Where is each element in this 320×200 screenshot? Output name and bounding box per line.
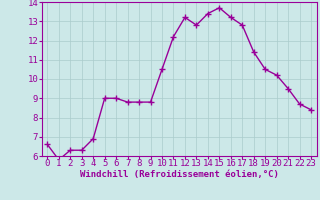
X-axis label: Windchill (Refroidissement éolien,°C): Windchill (Refroidissement éolien,°C) bbox=[80, 170, 279, 179]
